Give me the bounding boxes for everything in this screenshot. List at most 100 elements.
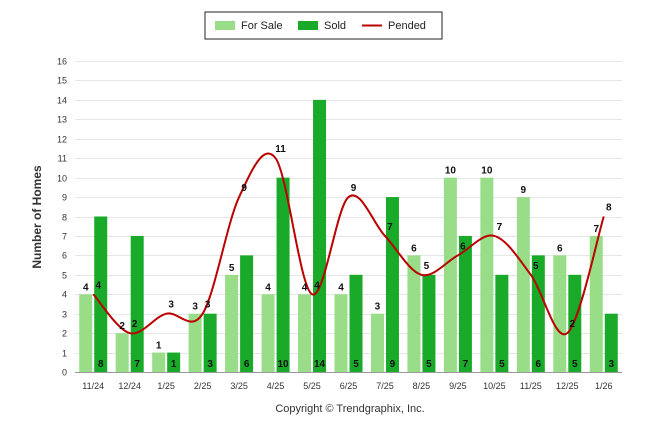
bar-for-sale xyxy=(589,235,603,372)
x-tick-label: 9/25 xyxy=(449,381,467,391)
label-pended: 7 xyxy=(497,222,503,233)
x-tick-label: 1/26 xyxy=(595,381,613,391)
legend-swatch-sold xyxy=(298,21,318,30)
bar-for-sale xyxy=(298,294,312,372)
label-pended: 11 xyxy=(275,144,286,155)
y-axis-label: Number of Homes xyxy=(30,165,44,269)
bar-sold xyxy=(458,235,472,372)
y-tick-label: 4 xyxy=(62,290,67,300)
bar-for-sale xyxy=(261,294,275,372)
bar-sold xyxy=(349,274,363,372)
x-tick-label: 12/25 xyxy=(556,381,579,391)
bar-for-sale xyxy=(115,333,129,372)
label-pended: 2 xyxy=(570,319,576,330)
x-axis-ticks: 11/24 12/24 1/25 2/25 3/25 4/25 5/25 6/25 7/25 8/… xyxy=(82,381,612,391)
x-tick-label: 10/25 xyxy=(483,381,506,391)
label-sold: 5 xyxy=(353,359,359,370)
label-pended: 3 xyxy=(205,300,211,311)
x-tick-label: 12/24 xyxy=(118,381,141,391)
bar-sold xyxy=(203,313,217,372)
y-tick-label: 13 xyxy=(57,115,67,125)
x-tick-label: 1/25 xyxy=(157,381,175,391)
x-tick-label: 7/25 xyxy=(376,381,394,391)
bar-sold xyxy=(276,177,290,372)
label-pended: 5 xyxy=(533,261,539,272)
bar-for-sale xyxy=(225,274,239,372)
label-pended: 8 xyxy=(606,203,612,214)
label-pended: 4 xyxy=(314,280,320,291)
y-tick-label: 12 xyxy=(57,135,67,145)
x-tick-label: 4/25 xyxy=(267,381,285,391)
label-for-sale: 3 xyxy=(192,302,198,313)
x-tick-label: 6/25 xyxy=(340,381,358,391)
label-sold: 8 xyxy=(98,359,104,370)
label-for-sale: 4 xyxy=(265,282,271,293)
label-pended: 9 xyxy=(241,183,247,194)
y-tick-label: 15 xyxy=(57,76,67,86)
bar-sold xyxy=(167,352,181,372)
bar-for-sale xyxy=(370,313,384,372)
label-sold: 5 xyxy=(499,359,505,370)
legend-swatch-for-sale xyxy=(215,21,235,30)
label-sold: 6 xyxy=(244,359,250,370)
bars xyxy=(79,99,618,372)
bar-for-sale xyxy=(152,352,166,372)
legend-box xyxy=(204,11,443,40)
legend-label-pended: Pended xyxy=(388,20,426,32)
label-for-sale: 9 xyxy=(521,185,527,196)
label-pended: 4 xyxy=(95,280,101,291)
pended-line-layer xyxy=(92,152,605,336)
bar-sold xyxy=(422,274,436,372)
pended-line xyxy=(92,152,605,336)
bar-for-sale xyxy=(79,294,93,372)
bar-sold xyxy=(495,274,509,372)
y-tick-label: 9 xyxy=(62,193,67,203)
y-tick-label: 7 xyxy=(62,232,67,242)
y-tick-label: 3 xyxy=(62,310,67,320)
bar-for-sale xyxy=(407,255,421,372)
label-sold: 3 xyxy=(608,359,614,370)
label-sold: 5 xyxy=(426,359,432,370)
x-tick-label: 8/25 xyxy=(413,381,431,391)
bar-sold xyxy=(531,255,545,372)
label-for-sale: 1 xyxy=(156,341,162,352)
x-tick-label: 11/25 xyxy=(520,381,542,391)
legend-label-for-sale: For Sale xyxy=(241,20,283,32)
y-tick-label: 16 xyxy=(57,57,67,67)
label-for-sale: 4 xyxy=(338,282,344,293)
label-for-sale: 4 xyxy=(83,282,89,293)
label-sold: 5 xyxy=(572,359,578,370)
y-tick-label: 6 xyxy=(62,251,67,261)
label-pended: 5 xyxy=(424,261,430,272)
bar-for-sale xyxy=(443,177,457,372)
y-tick-label: 5 xyxy=(62,271,67,281)
y-tick-label: 14 xyxy=(57,96,67,106)
bar-sold xyxy=(604,313,618,372)
y-tick-label: 8 xyxy=(62,213,67,223)
label-sold: 6 xyxy=(536,359,542,370)
bar-for-sale xyxy=(334,294,348,372)
x-tick-label: 5/25 xyxy=(303,381,321,391)
y-tick-label: 10 xyxy=(57,174,67,184)
copyright-credit: Copyright © Trendgraphix, Inc. xyxy=(275,403,424,415)
label-pended: 6 xyxy=(460,241,466,252)
bar-sold xyxy=(240,255,254,372)
label-for-sale: 7 xyxy=(593,224,599,235)
x-tick-label: 2/25 xyxy=(194,381,212,391)
label-sold: 14 xyxy=(314,359,326,370)
bar-for-sale xyxy=(516,197,530,372)
label-pended: 3 xyxy=(168,300,174,311)
label-sold: 7 xyxy=(134,359,140,370)
label-for-sale: 6 xyxy=(557,243,563,254)
y-tick-label: 11 xyxy=(58,154,67,164)
bar-sold xyxy=(568,274,582,372)
label-sold: 7 xyxy=(463,359,469,370)
y-tick-label: 1 xyxy=(62,349,67,359)
label-sold: 9 xyxy=(390,359,396,370)
label-sold: 10 xyxy=(278,359,290,370)
x-tick-label: 11/24 xyxy=(82,381,104,391)
label-pended: 7 xyxy=(387,222,393,233)
